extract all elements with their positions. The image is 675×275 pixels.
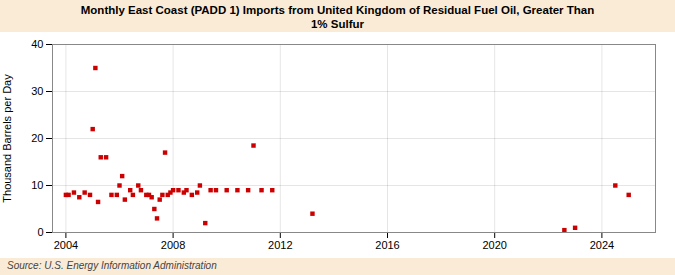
svg-text:0: 0 (37, 226, 43, 238)
svg-text:2016: 2016 (375, 239, 399, 251)
svg-text:2012: 2012 (268, 239, 292, 251)
svg-text:2008: 2008 (161, 239, 185, 251)
html-text:Monthly East Coast (PADD 1) Im: Monthly East Coast (PADD 1) Imports from… (80, 4, 595, 30)
svg-text:2024: 2024 (590, 239, 614, 251)
html-text:Source: U.S. Energy Informatio: Source: U.S. Energy Information Administ… (7, 260, 217, 271)
svg-text:2020: 2020 (482, 239, 506, 251)
svg-text:2004: 2004 (54, 239, 78, 251)
svg-text:20: 20 (31, 132, 43, 144)
svg-text:10: 10 (31, 179, 43, 191)
svg-text:Thousand Barrels per Day: Thousand Barrels per Day (1, 74, 13, 203)
svg-text:30: 30 (31, 85, 43, 97)
svg-text:40: 40 (31, 38, 43, 50)
